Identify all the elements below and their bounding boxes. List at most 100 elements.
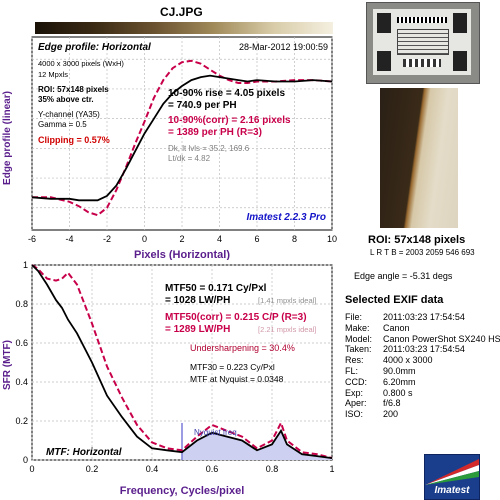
edge-rise: 10-90% rise = 4.05 pixels xyxy=(168,88,285,99)
edge-x-tick-label: -2 xyxy=(103,234,111,244)
exif-value: 2011:03:23 17:54:54 xyxy=(383,312,465,322)
mtf50-lw: = 1028 LW/PH xyxy=(165,295,230,306)
mtf-x-tick-label: 0.4 xyxy=(146,464,159,474)
mtf-y-tick-label: 0.2 xyxy=(15,416,28,426)
edge-above-ctr: 35% above ctr. xyxy=(38,95,94,104)
mtf30: MTF30 = 0.223 Cy/Pxl xyxy=(190,362,275,372)
exif-value: Canon PowerShot SX240 HS xyxy=(383,333,500,344)
edge-mpxls: 12 Mpxls xyxy=(38,70,68,79)
edge-roi: ROI: 57x148 pixels xyxy=(38,85,109,94)
mtf-xlabel: Frequency, Cycles/pixel xyxy=(120,485,245,497)
test-chart-inner xyxy=(373,9,471,75)
mtf-x-tick-label: 0.2 xyxy=(86,464,99,474)
mtf-measured-line xyxy=(31,264,333,459)
roi-label: ROI: 57x148 pixels xyxy=(368,234,466,246)
edge-x-tick-label: -4 xyxy=(65,234,73,244)
mtf-nyquist-shaded-area xyxy=(182,430,332,460)
exif-label: ISO: xyxy=(345,409,364,420)
edge-lt-dk: Lt/dk = 4.82 xyxy=(168,154,211,163)
logo-text: Imatest xyxy=(434,485,470,496)
exif-value: 0.800 s xyxy=(383,387,413,398)
mtf-ylabel: SFR (MTF) xyxy=(2,340,13,390)
edge-profile-chart: -6 -4 -2 0 2 4 6 8 10 Edge profile (linear) Pixe… xyxy=(2,36,337,260)
edge-x-tick-label: 6 xyxy=(254,234,259,244)
exif-label: Model: xyxy=(345,333,373,344)
edge-x-ticks: -6 -4 -2 0 2 4 6 8 10 xyxy=(28,234,337,244)
exif-value: 2011:03:23 17:54:54 xyxy=(383,344,465,355)
edge-corrected-line xyxy=(32,59,333,217)
undersharpening: Undersharpening = 30.4% xyxy=(190,343,295,353)
exif-value: 200 xyxy=(383,409,399,420)
mtf-x-tick-label: 0.6 xyxy=(206,464,219,474)
exif-row: Aper: f/6.8 xyxy=(345,398,500,409)
exif-label: Res: xyxy=(345,355,364,366)
mtf-y-tick-label: 0.8 xyxy=(15,299,28,309)
edge-chart-title: Edge profile: Horizontal xyxy=(38,42,151,53)
edge-x-tick-label: 0 xyxy=(142,234,147,244)
edge-corr: 10-90%(corr) = 2.16 pixels xyxy=(168,115,291,126)
edge-x-tick-label: 10 xyxy=(327,234,337,244)
exif-title: Selected EXIF data xyxy=(345,294,444,306)
mtf50-corr-ideal: [2.21 mpxls ideal] xyxy=(258,325,316,334)
edge-corr-ph: = 1389 per PH (R=3) xyxy=(168,127,262,138)
imatest-logo: Imatest xyxy=(424,454,480,500)
exif-label: CCD: xyxy=(345,376,367,387)
edge-measured-line xyxy=(31,74,333,202)
exif-value: f/6.8 xyxy=(383,398,401,409)
exif-label: Make: xyxy=(345,322,370,333)
edge-angle: Edge angle = -5.31 degs xyxy=(354,271,453,281)
exif-label: File: xyxy=(345,312,363,322)
imatest-version: Imatest 2.2.3 Pro xyxy=(247,212,326,223)
mtf-ticks: 0 0.2 0.4 0.6 0.8 1 0 0.2 0.4 0.6 0.8 1 xyxy=(15,260,334,474)
exif-row: Exp: 0.800 s xyxy=(345,388,500,399)
exif-row: ISO: 200 xyxy=(345,409,500,420)
test-chart-thumbnail xyxy=(366,2,480,84)
edge-x-tick-label: 2 xyxy=(179,234,184,244)
edge-clipping: Clipping = 0.57% xyxy=(38,135,110,145)
edge-timestamp: 28-Mar-2012 19:00:59 xyxy=(239,42,328,52)
mtf-y-tick-label: 1 xyxy=(23,260,28,270)
edge-dk-lt: Dk, lt lvls = 35.2, 169.6 xyxy=(168,144,250,153)
exif-row: Taken: 2011:03:23 17:54:54 xyxy=(345,344,500,355)
edge-channel: Y-channel (YA35) xyxy=(38,110,100,119)
edge-xlabel: Pixels (Horizontal) xyxy=(134,249,230,260)
mtf50: MTF50 = 0.171 Cy/Pxl xyxy=(165,283,267,294)
exif-row: Make: Canon xyxy=(345,323,500,334)
exif-row: FL: 90.0mm xyxy=(345,366,500,377)
nyquist-label: Nyquist freq. xyxy=(194,428,239,437)
exif-label: Aper: xyxy=(345,398,367,409)
mtf-chart: 0 0.2 0.4 0.6 0.8 1 0 0.2 0.4 0.6 0.8 1 SFR (MTF) F… xyxy=(2,260,335,497)
mtf-y-tick-label: 0.4 xyxy=(15,377,28,387)
exif-label: Exp: xyxy=(345,387,364,398)
exif-value: 6.20mm xyxy=(383,376,416,387)
roi-lrtb: L R T B = 2003 2059 546 693 xyxy=(370,248,475,257)
mtf-y-tick-label: 0 xyxy=(23,455,28,465)
exif-value: 4000 x 3000 xyxy=(383,355,433,366)
exif-row: File: 2011:03:23 17:54:54 xyxy=(345,312,500,323)
mtf-x-tick-label: 0.8 xyxy=(266,464,279,474)
page-title: CJ.JPG xyxy=(160,5,203,19)
exif-label: FL: xyxy=(345,365,359,376)
tone-gradient-bar xyxy=(35,22,333,34)
edge-x-tick-label: 4 xyxy=(217,234,222,244)
edge-x-tick-label: -6 xyxy=(28,234,36,244)
edge-ylabel: Edge profile (linear) xyxy=(2,91,13,185)
mtf50-corr: MTF50(corr) = 0.215 C/P (R=3) xyxy=(165,312,307,323)
roi-image xyxy=(380,88,458,228)
exif-row: Model: Canon PowerShot SX240 HS xyxy=(345,334,500,345)
mtf50-corr-lw: = 1289 LW/PH xyxy=(165,324,230,335)
mtf-at-nyquist: MTF at Nyquist = 0.0348 xyxy=(190,374,284,384)
exif-row: CCD: 6.20mm xyxy=(345,377,500,388)
exif-value: 90.0mm xyxy=(383,365,416,376)
mtf-x-tick-label: 0 xyxy=(29,464,34,474)
exif-label: Taken: xyxy=(345,344,372,355)
exif-list: File: 2011:03:23 17:54:54 Make: Canon Model:… xyxy=(345,312,500,420)
mtf-chart-title: MTF: Horizontal xyxy=(46,447,122,458)
exif-value: Canon xyxy=(383,322,410,333)
edge-gamma: Gamma = 0.5 xyxy=(38,120,87,129)
mtf-y-tick-label: 0.6 xyxy=(15,338,28,348)
edge-size-text: 4000 x 3000 pixels (WxH) xyxy=(38,59,124,68)
mtf-x-tick-label: 1 xyxy=(329,464,334,474)
logo-graphic xyxy=(425,459,479,485)
mtf50-ideal: [1.41 mpxls ideal] xyxy=(258,296,316,305)
